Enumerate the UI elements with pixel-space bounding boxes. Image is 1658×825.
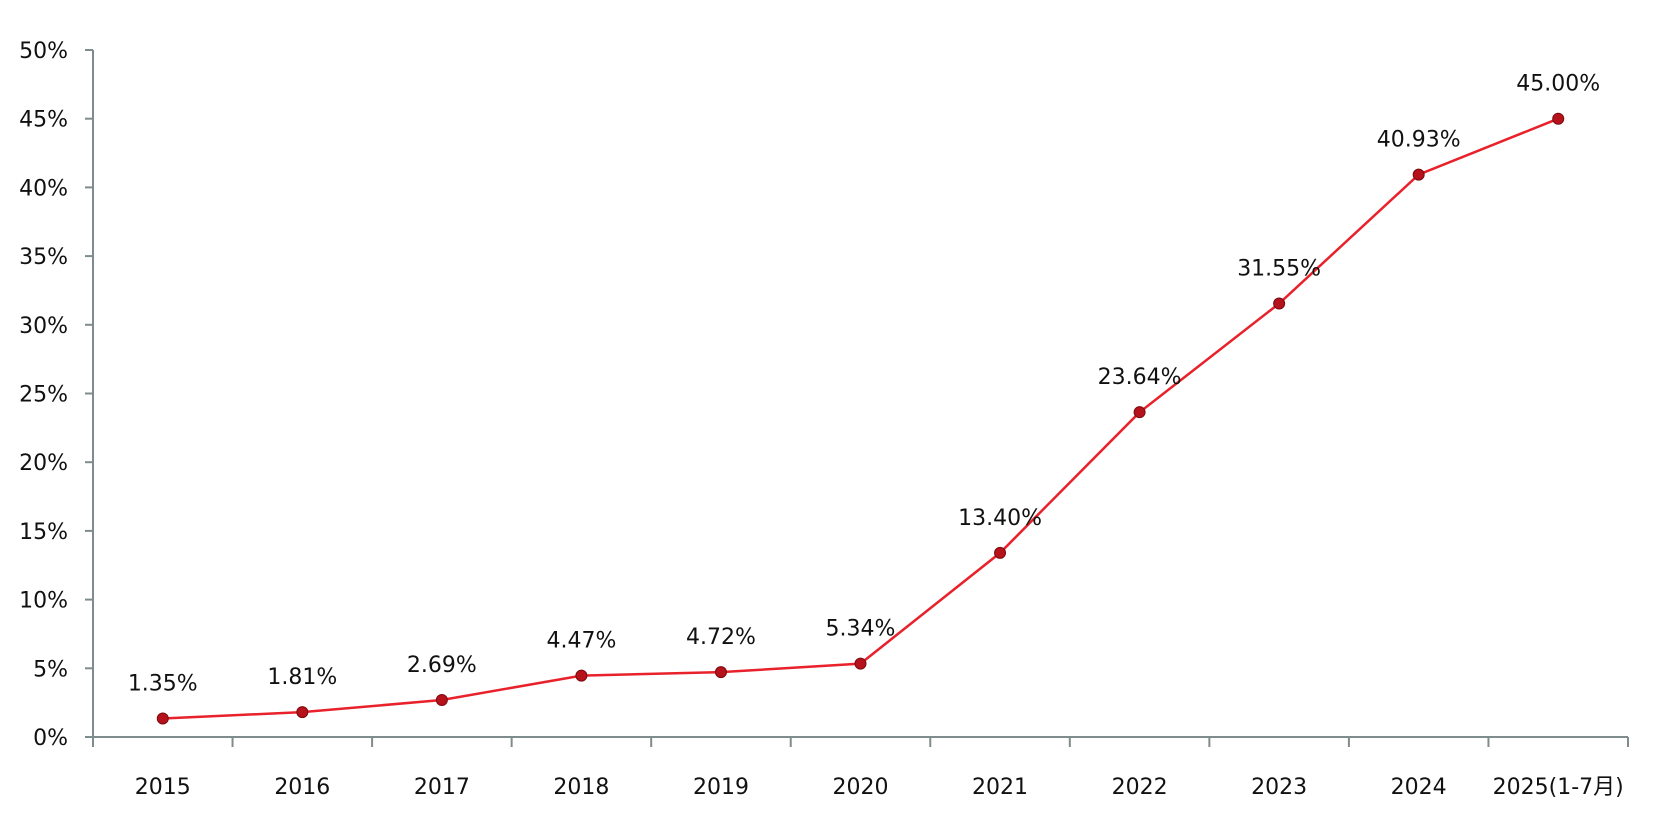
data-label: 1.81%: [267, 665, 337, 690]
axes: [85, 49, 1629, 747]
data-label: 13.40%: [958, 506, 1042, 531]
y-tick-label: 45%: [19, 108, 68, 133]
x-tick-labels: 2015 2016 2017 2018 2019 2020 2021 2022 2023 2024…: [135, 775, 1624, 800]
data-point: [1412, 168, 1425, 181]
x-tick-label: 2024: [1391, 775, 1447, 800]
data-point: [156, 712, 169, 725]
x-tick-label: 2015: [135, 775, 191, 800]
x-tick-label: 2017: [414, 775, 470, 800]
x-tick-label: 2019: [693, 775, 749, 800]
data-label: 1.35%: [128, 671, 198, 696]
x-tick-label: 2016: [274, 775, 330, 800]
y-tick-label: 5%: [33, 657, 68, 682]
data-point: [714, 666, 727, 679]
data-point: [854, 657, 867, 670]
data-label: 23.64%: [1098, 365, 1182, 390]
x-tick-label: 2018: [553, 775, 609, 800]
data-point: [1273, 297, 1286, 310]
x-tick-label: 2023: [1251, 775, 1307, 800]
data-point: [435, 694, 448, 707]
data-label: 4.47%: [546, 629, 616, 654]
data-point: [1552, 112, 1565, 125]
y-tick-label: 0%: [33, 726, 68, 751]
data-label: 5.34%: [826, 617, 896, 642]
data-labels: 1.35% 1.81% 2.69% 4.47% 4.72% 5.34% 13.40% 23.6…: [128, 72, 1600, 697]
x-tick-label: 2022: [1112, 775, 1168, 800]
series: [156, 112, 1565, 725]
data-point: [296, 706, 309, 719]
data-label: 45.00%: [1516, 72, 1600, 97]
data-label: 31.55%: [1237, 257, 1321, 282]
y-tick-label: 20%: [19, 451, 68, 476]
data-label: 40.93%: [1377, 128, 1461, 153]
x-tick-label: 2020: [833, 775, 889, 800]
data-point: [575, 669, 588, 682]
data-point: [994, 546, 1007, 559]
y-tick-label: 15%: [19, 520, 68, 545]
data-point: [1133, 406, 1146, 419]
data-label: 4.72%: [686, 625, 756, 650]
data-label: 2.69%: [407, 653, 477, 678]
y-tick-label: 10%: [19, 589, 68, 614]
x-tick-label: 2025(1-7月): [1493, 775, 1624, 800]
y-tick-label: 40%: [19, 176, 68, 201]
y-tick-labels: 0% 5% 10% 15% 20% 25% 30% 35% 40% 45% 50%: [19, 39, 68, 751]
y-tick-label: 25%: [19, 383, 68, 408]
y-tick-label: 50%: [19, 39, 68, 64]
x-tick-label: 2021: [972, 775, 1028, 800]
y-tick-label: 35%: [19, 245, 68, 270]
y-tick-label: 30%: [19, 314, 68, 339]
